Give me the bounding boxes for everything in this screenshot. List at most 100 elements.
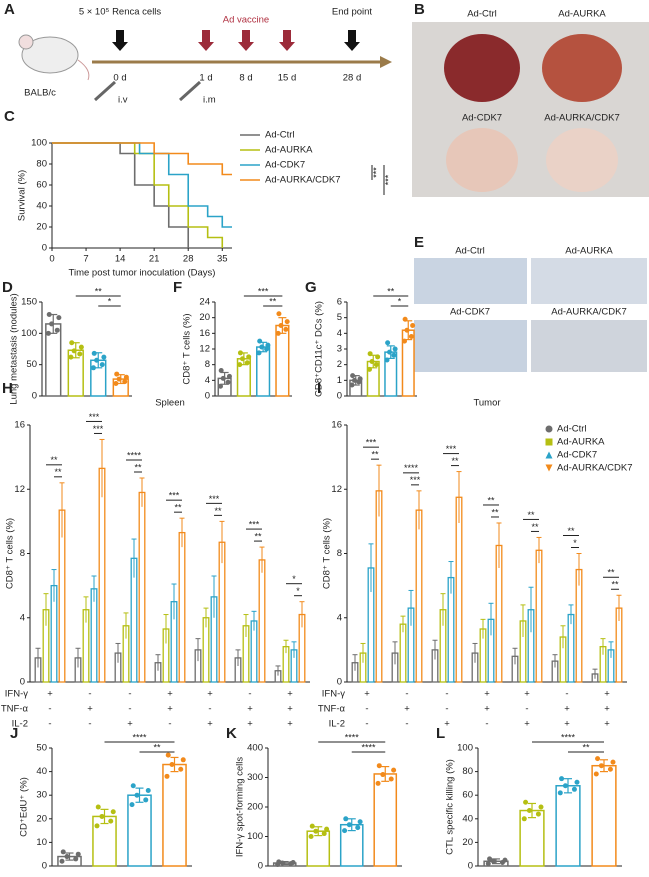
condition-sign: + bbox=[167, 689, 173, 700]
data-point bbox=[290, 859, 296, 865]
significance-label: **** bbox=[132, 732, 147, 742]
significance-label: ** bbox=[491, 507, 499, 517]
data-point bbox=[71, 348, 77, 354]
photo-caption: Ad-CDK7 bbox=[462, 113, 502, 124]
data-point bbox=[384, 357, 390, 363]
bar bbox=[415, 509, 423, 683]
y-tick-label: 150 bbox=[21, 297, 37, 308]
data-point bbox=[538, 804, 544, 810]
data-point bbox=[521, 816, 527, 822]
significance-label: *** bbox=[249, 519, 260, 529]
data-point bbox=[218, 383, 223, 389]
condition-sign: + bbox=[287, 689, 293, 700]
data-point bbox=[388, 776, 394, 782]
data-point bbox=[349, 382, 355, 388]
significance-label: *** bbox=[169, 491, 180, 501]
condition-sign: - bbox=[525, 704, 528, 715]
condition-sign: + bbox=[564, 704, 570, 715]
y-tick-label: 0 bbox=[205, 391, 210, 402]
condition-sign: - bbox=[248, 689, 251, 700]
survival-line bbox=[52, 142, 224, 248]
day-label: 0 d bbox=[113, 73, 126, 84]
panel-label: K bbox=[226, 725, 237, 742]
condition-sign: - bbox=[365, 719, 368, 730]
data-point bbox=[562, 783, 568, 789]
significance-label: * bbox=[292, 574, 296, 584]
y-axis-label: CD8⁺ T cells (%) bbox=[5, 518, 16, 589]
data-point bbox=[342, 828, 348, 834]
data-point bbox=[369, 359, 375, 365]
y-tick-label: 0 bbox=[468, 861, 473, 872]
significance-label: ** bbox=[451, 456, 459, 466]
bar bbox=[90, 588, 98, 683]
panel-label: H bbox=[2, 380, 13, 397]
significance-label: *** bbox=[410, 475, 421, 485]
day-label: 8 d bbox=[239, 73, 252, 84]
tumor-photos bbox=[412, 22, 649, 197]
data-point bbox=[276, 311, 282, 317]
data-point bbox=[343, 816, 349, 822]
ihc-caption: Ad-AURKA bbox=[565, 246, 613, 257]
y-tick-label: 2 bbox=[337, 359, 342, 370]
significance-label: *** bbox=[258, 286, 269, 296]
condition-name: TNF-α bbox=[1, 704, 29, 715]
y-axis-label: CD8⁺ T cells (%) bbox=[322, 518, 333, 589]
panel-label: G bbox=[305, 279, 317, 296]
legend-marker bbox=[545, 438, 553, 446]
bar bbox=[258, 559, 266, 683]
data-point bbox=[46, 312, 52, 318]
significance-label: ** bbox=[269, 296, 277, 306]
photo-caption: Ad-AURKA bbox=[558, 9, 606, 20]
y-tick-label: 1 bbox=[337, 375, 342, 386]
y-tick-label: 0 bbox=[337, 391, 342, 402]
survival-line bbox=[52, 142, 190, 248]
y-tick-label: 8 bbox=[337, 548, 342, 559]
y-tick-label: 4 bbox=[337, 328, 342, 339]
significance-label: ** bbox=[582, 742, 590, 752]
panel-label: A bbox=[4, 1, 15, 18]
y-tick-label: 4 bbox=[205, 375, 210, 386]
y-tick-label: 16 bbox=[331, 420, 342, 431]
end-label: End point bbox=[332, 7, 373, 18]
y-tick-label: 60 bbox=[36, 180, 47, 191]
y-tick-label: 10 bbox=[36, 837, 47, 848]
route-label: i.v bbox=[118, 95, 128, 106]
significance-label: ** bbox=[50, 455, 58, 465]
bar bbox=[591, 764, 617, 867]
y-tick-label: 40 bbox=[36, 201, 47, 212]
data-point bbox=[404, 327, 410, 333]
significance-label: *** bbox=[93, 424, 104, 434]
data-point bbox=[220, 375, 226, 381]
significance-label: ** bbox=[254, 531, 262, 541]
data-point bbox=[380, 772, 386, 778]
data-point bbox=[350, 373, 356, 379]
y-axis-label: CD⁺EdU⁺ (%) bbox=[19, 777, 30, 837]
data-point bbox=[402, 338, 407, 344]
condition-sign: + bbox=[47, 689, 53, 700]
data-point bbox=[95, 804, 101, 810]
data-point bbox=[264, 346, 270, 352]
data-point bbox=[308, 834, 314, 839]
condition-sign: - bbox=[128, 689, 131, 700]
data-point bbox=[265, 342, 271, 348]
significance-label: *** bbox=[383, 174, 393, 185]
data-point bbox=[324, 826, 330, 832]
condition-sign: + bbox=[207, 719, 213, 730]
y-tick-label: 8 bbox=[205, 359, 210, 370]
y-axis-label: Lung metastasis (nodules) bbox=[9, 293, 20, 404]
data-point bbox=[375, 780, 381, 786]
data-point bbox=[237, 350, 243, 356]
event-arrows bbox=[93, 30, 360, 102]
condition-sign: + bbox=[524, 719, 530, 730]
data-point bbox=[60, 849, 66, 855]
significance-label: ** bbox=[531, 522, 539, 532]
bar bbox=[567, 613, 575, 683]
condition-sign: - bbox=[445, 689, 448, 700]
significance-label: *** bbox=[366, 438, 377, 448]
data-point bbox=[91, 350, 97, 356]
data-point bbox=[257, 338, 263, 344]
condition-sign: + bbox=[484, 689, 490, 700]
data-point bbox=[276, 859, 282, 865]
y-tick-label: 40 bbox=[36, 766, 47, 777]
